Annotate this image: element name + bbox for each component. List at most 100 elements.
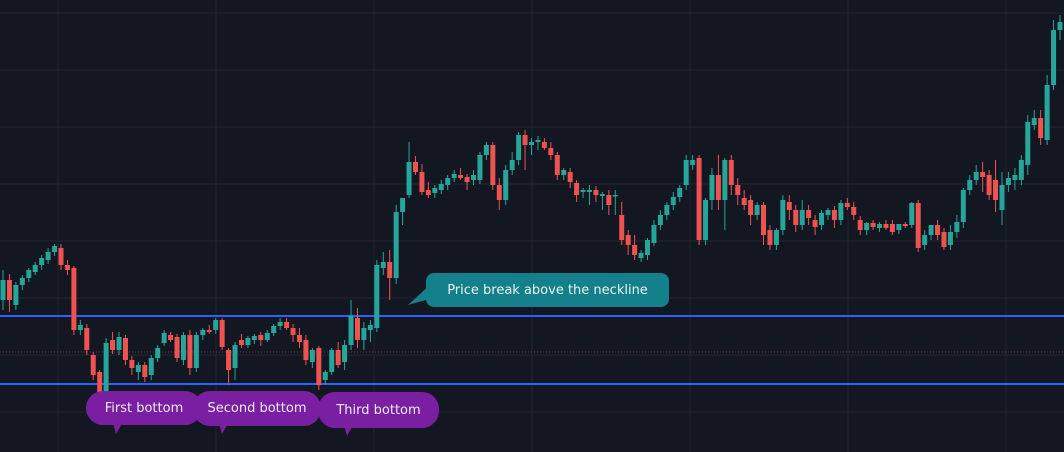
- candle-body: [587, 190, 593, 192]
- candle-body: [844, 203, 850, 207]
- candle-up: [309, 348, 315, 368]
- candle-body: [1018, 160, 1024, 180]
- candle-body: [52, 246, 58, 252]
- candle-body: [761, 205, 767, 235]
- candle-body: [490, 145, 496, 185]
- candles: [0, 15, 1063, 408]
- candle-body: [619, 215, 625, 240]
- candle-body: [77, 325, 83, 330]
- candle-body: [161, 333, 167, 343]
- candle-body: [864, 223, 870, 230]
- candle-down: [715, 155, 721, 210]
- candle-body: [683, 160, 689, 185]
- candle-body: [651, 225, 657, 243]
- candle-body: [857, 220, 863, 230]
- candle-down: [786, 195, 792, 220]
- candle-down: [226, 348, 232, 385]
- candle-body: [335, 350, 341, 365]
- candle-body: [155, 348, 161, 358]
- candle-body: [97, 372, 103, 395]
- candle-body: [993, 180, 999, 200]
- candle-body: [342, 345, 348, 362]
- candle-up: [909, 202, 915, 228]
- candle-up: [0, 270, 6, 310]
- annotation-second-bottom[interactable]: Second bottom: [193, 391, 321, 426]
- candle-up: [677, 185, 683, 202]
- candle-down: [354, 308, 360, 348]
- candle-up: [26, 268, 32, 282]
- candle-down: [980, 162, 986, 192]
- candle-down: [761, 202, 767, 245]
- candle-body: [393, 212, 399, 278]
- candle-down: [419, 164, 425, 195]
- candle-body: [0, 280, 6, 300]
- candle-up: [277, 318, 283, 330]
- candle-body: [1051, 30, 1057, 85]
- candle-down: [129, 356, 135, 375]
- candle-down: [870, 220, 876, 230]
- candle-body: [6, 280, 12, 300]
- candle-body: [103, 343, 109, 400]
- candle-down: [284, 318, 290, 330]
- candle-up: [19, 275, 25, 290]
- candle-down: [206, 325, 212, 334]
- candle-body: [71, 268, 77, 330]
- candle-up: [503, 165, 509, 205]
- candle-body: [522, 135, 528, 145]
- candle-body: [703, 200, 709, 240]
- candle-up: [232, 342, 238, 380]
- candle-body: [709, 175, 715, 200]
- candle-up: [799, 200, 805, 230]
- candle-body: [612, 195, 618, 197]
- candle-up: [864, 222, 870, 235]
- annotation-label: Third bottom: [336, 402, 421, 418]
- candle-down: [902, 222, 908, 228]
- candle-down: [496, 178, 502, 210]
- candle-body: [786, 202, 792, 210]
- candle-body: [780, 200, 786, 230]
- candle-body: [741, 198, 747, 205]
- candle-body: [438, 184, 444, 190]
- candle-up: [780, 195, 786, 235]
- candle-body: [464, 177, 470, 182]
- candle-up: [374, 260, 380, 332]
- candle-up: [516, 132, 522, 165]
- candle-body: [316, 348, 322, 385]
- candle-up: [967, 175, 973, 195]
- candle-body: [458, 175, 464, 178]
- candle-body: [348, 316, 354, 345]
- candle-up: [451, 170, 457, 182]
- candle-body: [425, 190, 431, 195]
- candle-body: [374, 265, 380, 328]
- candle-body: [967, 180, 973, 190]
- candle-down: [831, 206, 837, 228]
- candle-down: [857, 216, 863, 235]
- candle-body: [883, 224, 889, 228]
- candle-down: [606, 190, 612, 215]
- candle-up: [1031, 110, 1037, 130]
- candle-down: [84, 324, 90, 355]
- candle-down: [741, 190, 747, 210]
- candle-down: [574, 180, 580, 202]
- candle-body: [664, 205, 670, 215]
- candle-body: [1025, 122, 1031, 165]
- candle-up: [367, 320, 373, 342]
- candle-body: [503, 170, 509, 200]
- candle-down: [425, 182, 431, 198]
- annotation-neckline-break[interactable]: Price break above the neckline: [426, 273, 669, 307]
- candle-body: [509, 160, 515, 170]
- candle-up: [999, 172, 1005, 225]
- candle-down: [142, 362, 148, 382]
- candle-body: [232, 345, 238, 368]
- annotation-first-bottom[interactable]: First bottom: [86, 391, 202, 425]
- annotation-third-bottom[interactable]: Third bottom: [318, 392, 439, 428]
- candle-up: [1044, 75, 1050, 145]
- candle-down: [522, 130, 528, 170]
- candle-body: [110, 340, 116, 350]
- candle-body: [599, 194, 605, 196]
- annotation-label: First bottom: [104, 400, 184, 416]
- candle-down: [735, 178, 741, 205]
- candle-body: [696, 158, 702, 240]
